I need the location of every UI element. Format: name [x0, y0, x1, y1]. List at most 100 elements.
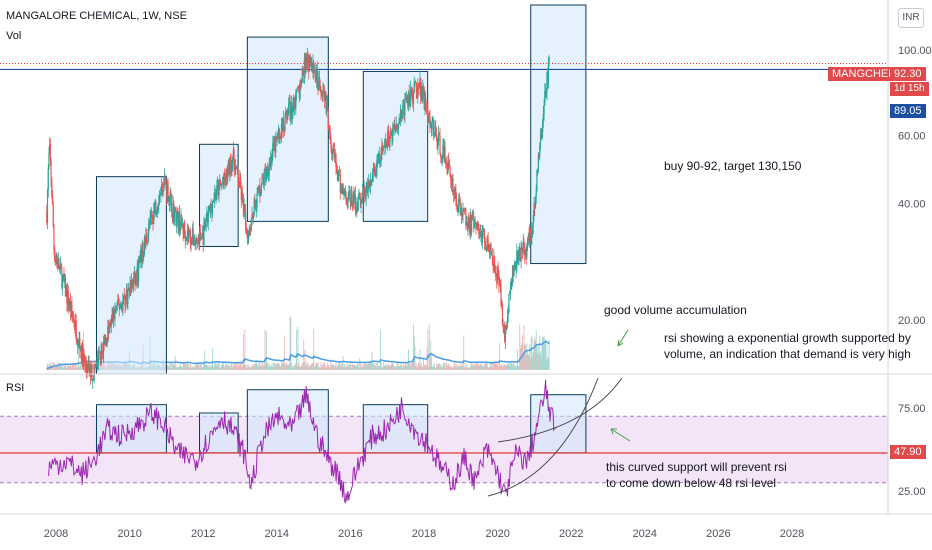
volume-bar — [512, 362, 514, 370]
volume-bar — [398, 366, 400, 370]
volume-bar — [248, 364, 250, 370]
volume-bar — [522, 354, 524, 370]
volume-bar — [537, 352, 539, 370]
candle-body — [260, 193, 262, 196]
candle-body — [387, 130, 389, 144]
candle-body — [79, 338, 81, 350]
volume-bar — [255, 362, 257, 370]
volume-bar — [407, 365, 409, 370]
candle-body — [322, 90, 324, 99]
volume-bar — [334, 365, 336, 370]
volume-bar — [447, 364, 449, 370]
candle-body — [239, 177, 242, 189]
candle-body — [159, 194, 161, 196]
volume-bar — [75, 363, 77, 370]
candle-body — [315, 76, 317, 80]
candle-body — [311, 67, 313, 72]
volume-bar — [458, 366, 460, 370]
candle-body — [546, 73, 548, 93]
candle-body — [422, 86, 424, 101]
volume-bar — [409, 362, 411, 370]
volume-bar — [54, 365, 56, 370]
candle-body — [313, 61, 315, 74]
candle-body — [483, 228, 485, 236]
candle-body — [226, 169, 228, 180]
curved-support-lower — [487, 377, 599, 497]
candle-body — [72, 317, 74, 319]
volume-bar — [429, 359, 431, 370]
candle-body — [373, 168, 375, 170]
volume-bar — [459, 363, 461, 370]
candle-body — [337, 172, 339, 181]
candle-body — [75, 320, 77, 340]
candle-body — [471, 215, 473, 218]
candle-body — [229, 156, 231, 175]
candle-body — [389, 134, 391, 147]
candle-body — [272, 143, 274, 157]
candle-body — [496, 274, 498, 283]
candle-body — [267, 166, 269, 178]
volume-bar — [526, 343, 528, 370]
candle-body — [344, 189, 346, 192]
candle-body — [250, 219, 252, 231]
volume-bar — [394, 367, 396, 370]
candle-body — [207, 210, 209, 223]
volume-bar — [351, 363, 353, 370]
volume-bar — [229, 365, 231, 370]
volume-bar — [491, 363, 493, 370]
volume-bar — [369, 362, 371, 370]
currency-button[interactable]: INR — [898, 8, 924, 28]
candle-body — [275, 137, 277, 153]
candle-body — [105, 338, 107, 342]
candle-body — [69, 301, 72, 313]
candle-body — [165, 181, 167, 184]
volume-bar — [321, 365, 323, 370]
volume-bar — [355, 366, 357, 370]
candle-body — [272, 143, 275, 148]
candle-body — [47, 169, 49, 191]
candle-body — [82, 343, 84, 367]
candle-body — [362, 191, 364, 196]
volume-bar — [171, 363, 173, 370]
volume-bar — [184, 362, 186, 370]
candle-body — [270, 155, 273, 163]
candle-body — [254, 199, 256, 202]
volume-bar — [308, 365, 310, 370]
candle-body — [201, 236, 203, 238]
candle-body — [234, 164, 236, 175]
volume-bar — [456, 367, 458, 370]
volume-bar — [232, 367, 234, 370]
volume-bar — [319, 367, 321, 370]
candle-body — [543, 104, 545, 114]
volume-legend: Vol — [6, 30, 22, 42]
volume-bar — [423, 364, 425, 370]
volume-bar — [189, 363, 191, 370]
volume-bar — [527, 354, 529, 370]
candle-body — [92, 380, 94, 382]
candle-body — [420, 86, 422, 97]
volume-bar — [466, 367, 468, 370]
volume-bar — [208, 365, 210, 370]
volume-bar — [223, 365, 225, 370]
volume-bar — [317, 362, 319, 370]
candle-body — [117, 298, 119, 304]
candle-body — [486, 238, 489, 250]
volume-bar — [446, 366, 448, 370]
candle-body — [298, 88, 300, 99]
candle-body — [525, 249, 527, 257]
candle-body — [434, 126, 436, 134]
candle-body — [172, 203, 174, 218]
volume-bar — [284, 364, 286, 370]
volume-bar — [240, 362, 242, 370]
volume-bar — [448, 365, 450, 370]
curved-support-upper — [497, 377, 623, 443]
volume-bar — [468, 367, 470, 370]
volume-bar — [170, 367, 172, 370]
x-tick-label: 2010 — [117, 528, 141, 540]
volume-bar — [67, 365, 69, 370]
candle-body — [331, 148, 333, 155]
volume-bar — [265, 362, 267, 370]
candle-body — [392, 127, 395, 129]
volume-bar — [412, 362, 414, 370]
